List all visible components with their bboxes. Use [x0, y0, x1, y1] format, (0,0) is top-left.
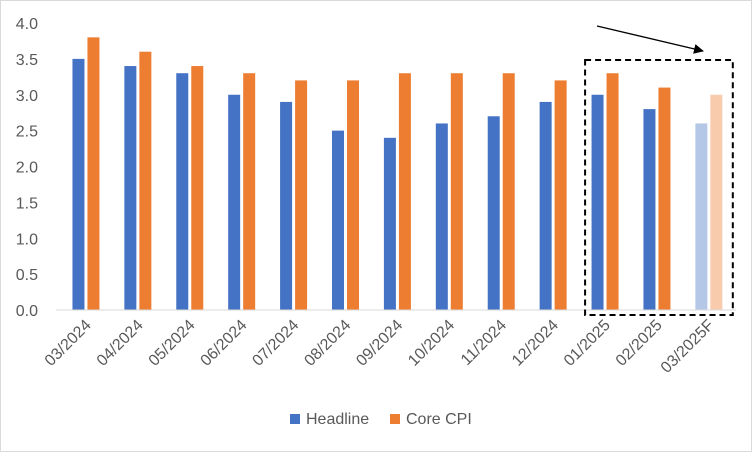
bar-core-cpi: [554, 80, 567, 311]
bar-core-cpi: [191, 66, 204, 310]
bar-headline: [331, 130, 344, 310]
legend-label-core-cpi: Core CPI: [406, 411, 472, 428]
x-tick-label: 12/2024: [509, 317, 562, 370]
x-tick-label: 03/2025F: [658, 317, 718, 377]
y-tick-label: 3.0: [16, 88, 38, 105]
x-tick-label: 04/2024: [94, 317, 147, 370]
x-tick-label: 09/2024: [353, 317, 406, 370]
bar-headline: [695, 123, 708, 310]
x-tick-label: 06/2024: [198, 317, 251, 370]
x-tick-label: 10/2024: [405, 317, 458, 370]
legend-label-headline: Headline: [306, 411, 369, 428]
bar-headline: [228, 94, 241, 310]
y-tick-label: 1.5: [16, 195, 38, 212]
bar-headline: [539, 101, 552, 310]
x-tick-label: 05/2024: [146, 317, 199, 370]
bar-core-cpi: [243, 73, 256, 310]
y-tick-label: 3.5: [16, 52, 38, 69]
bar-core-cpi: [710, 94, 723, 310]
bar-headline: [280, 101, 293, 310]
y-tick-label: 0.5: [16, 267, 38, 284]
forecast-highlight-box: [584, 59, 734, 316]
x-tick-label: 08/2024: [301, 317, 354, 370]
x-tick-label: 07/2024: [249, 317, 302, 370]
bar-headline: [124, 66, 137, 310]
y-tick-label: 2.0: [16, 160, 38, 177]
bar-core-cpi: [87, 37, 100, 310]
y-tick-label: 0.0: [16, 303, 38, 320]
bar-core-cpi: [139, 51, 152, 310]
y-axis-ticks: 0.0 0.5 1.0 1.5 2.0 2.5 3.0 3.5 4.0: [16, 16, 38, 320]
x-tick-label: 03/2024: [42, 317, 95, 370]
x-axis-ticks: 03/202404/202405/202406/202407/202408/20…: [42, 317, 718, 377]
bar-core-cpi: [606, 73, 619, 310]
bar-headline: [383, 137, 396, 310]
y-tick-label: 1.0: [16, 231, 38, 248]
x-tick-label: 02/2025: [613, 317, 666, 370]
bar-core-cpi: [346, 80, 359, 311]
x-tick-label: 01/2025: [561, 317, 614, 370]
bar-core-cpi: [502, 73, 515, 310]
bar-core-cpi: [398, 73, 411, 310]
bar-headline: [487, 116, 500, 311]
bar-core-cpi: [658, 87, 671, 310]
bar-headline: [176, 73, 189, 310]
bar-headline: [72, 58, 85, 310]
bar-core-cpi: [295, 80, 308, 311]
bar-headline: [591, 94, 604, 310]
bar-headline: [643, 109, 656, 310]
y-tick-label: 2.5: [16, 124, 38, 141]
legend: Headline Core CPI: [290, 411, 472, 428]
bars: [72, 37, 723, 311]
legend-swatch-core-cpi: [390, 414, 400, 424]
x-tick-label: 11/2024: [458, 317, 510, 369]
legend-swatch-headline: [290, 414, 300, 424]
annotation-arrow: [596, 25, 704, 54]
bar-core-cpi: [450, 73, 463, 310]
y-tick-label: 4.0: [16, 16, 38, 33]
bar-headline: [435, 123, 448, 310]
